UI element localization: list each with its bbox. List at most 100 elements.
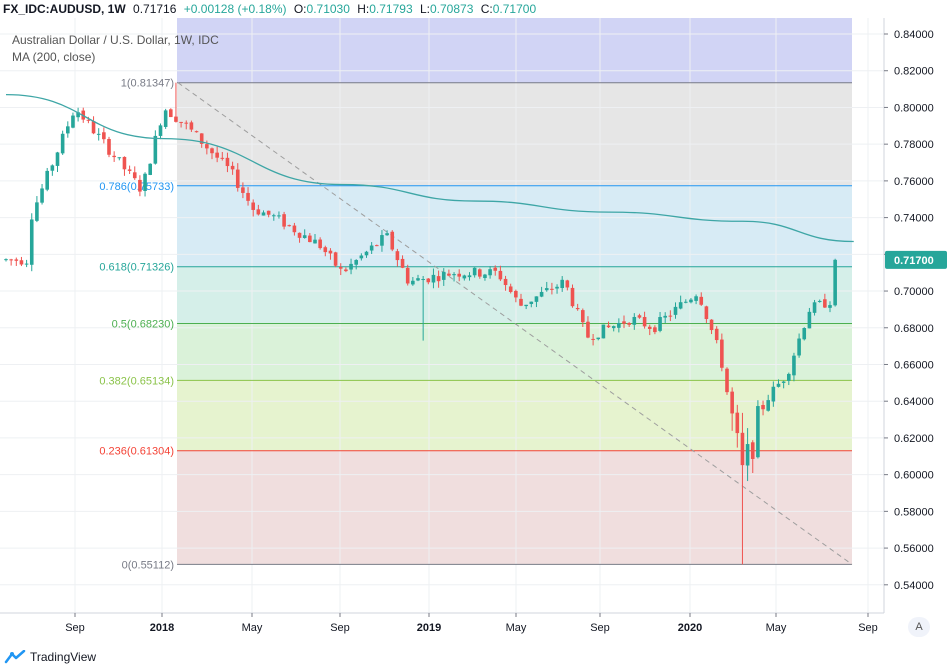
fib-label-0.382: 0.382(0.65134) xyxy=(99,375,174,387)
candle-body xyxy=(359,255,364,259)
candle-body xyxy=(354,260,358,265)
time-tick-label: May xyxy=(242,622,263,634)
last-price-label: 0.71700 xyxy=(894,255,934,267)
candle-body xyxy=(333,252,338,266)
candle-body xyxy=(35,202,39,221)
candle-body xyxy=(272,215,276,217)
time-tick-label: Sep xyxy=(65,622,85,634)
candle-body xyxy=(194,131,199,133)
candle-body xyxy=(132,172,137,179)
candle-body xyxy=(426,278,431,283)
price-tick-label: 0.64000 xyxy=(894,396,934,408)
candle-body xyxy=(508,286,513,292)
candle-body xyxy=(668,315,673,317)
price-tick-label: 0.60000 xyxy=(894,470,934,482)
candle-body xyxy=(756,406,760,458)
candle-body xyxy=(55,152,60,166)
candle-body xyxy=(205,144,209,149)
candle-body xyxy=(730,391,734,414)
time-tick-label: 2019 xyxy=(417,622,441,634)
price-chart[interactable]: 1(0.81347) 0.786(0.75733) 0.618(0.71326) 0.… xyxy=(0,18,950,640)
last-price: 0.71716 xyxy=(133,2,177,16)
candle-body xyxy=(122,156,127,170)
time-tick-label: Sep xyxy=(330,622,350,634)
candle-body xyxy=(369,245,374,251)
candle-body xyxy=(158,125,163,136)
candle-body xyxy=(86,119,91,121)
candle-body xyxy=(189,122,194,130)
candle-body xyxy=(71,115,75,128)
candle-body xyxy=(169,109,173,118)
candle-body xyxy=(405,267,410,284)
candle-body xyxy=(787,373,791,381)
candle-body xyxy=(385,233,389,236)
price-tick-label: 0.82000 xyxy=(894,66,934,78)
price-tick-label: 0.78000 xyxy=(894,139,934,151)
candle-body xyxy=(349,263,353,270)
candle-body xyxy=(287,225,292,227)
auto-scale-button[interactable]: A xyxy=(908,617,930,637)
fib-band-0.236 xyxy=(177,450,852,565)
price-change: +0.00128 (+0.18%) xyxy=(183,2,287,16)
price-tick-label: 0.54000 xyxy=(894,580,934,592)
candle-body xyxy=(524,304,528,307)
candle-body xyxy=(45,170,49,190)
candle-body xyxy=(483,274,487,279)
chart-title: Australian Dollar / U.S. Dollar, 1W, IDC xyxy=(12,33,219,47)
fib-band-0.382 xyxy=(177,380,852,451)
candle-body xyxy=(220,157,225,159)
candle-body xyxy=(570,287,575,307)
candle-body xyxy=(441,271,446,280)
price-tick-label: 0.62000 xyxy=(894,433,934,445)
tradingview-logo-icon xyxy=(4,650,26,664)
high-value: 0.71793 xyxy=(369,2,413,16)
fib-label-1: 1(0.81347) xyxy=(121,78,174,90)
indicator-label[interactable]: MA (200, close) xyxy=(12,50,96,64)
last-price-badge xyxy=(885,250,947,269)
price-tick-label: 0.56000 xyxy=(894,543,934,555)
candle-body xyxy=(792,355,796,376)
candle-body xyxy=(498,270,503,280)
candle-body xyxy=(684,301,688,303)
candle-body xyxy=(750,442,755,459)
candle-body xyxy=(416,278,420,281)
candle-body xyxy=(76,112,80,118)
candle-body xyxy=(40,188,44,203)
time-tick-label: 2018 xyxy=(150,622,174,634)
candle-body xyxy=(261,212,266,216)
candle-body xyxy=(606,325,611,328)
candle-body xyxy=(529,301,534,304)
candle-body xyxy=(91,121,96,134)
fib-band-1 xyxy=(177,82,852,186)
candle-body xyxy=(251,202,255,210)
candle-body xyxy=(565,280,570,288)
candle-body xyxy=(230,165,235,170)
candle-body xyxy=(627,322,631,325)
tradingview-brand[interactable]: TradingView xyxy=(4,650,96,664)
candle-body xyxy=(457,273,461,277)
low-value: 0.70873 xyxy=(430,2,474,16)
candle-body xyxy=(153,135,158,164)
candle-body xyxy=(771,386,776,402)
candle-body xyxy=(797,338,801,356)
candle-body xyxy=(735,412,740,434)
candle-body xyxy=(720,339,724,368)
symbol-name[interactable]: FX_IDC:AUDUSD, 1W xyxy=(3,2,126,16)
price-tick-label: 0.76000 xyxy=(894,176,934,188)
candle-body xyxy=(462,275,467,279)
candle-body xyxy=(143,173,147,191)
price-tick-label: 0.58000 xyxy=(894,506,934,518)
candle-body xyxy=(96,133,101,135)
candle-body xyxy=(199,133,204,144)
time-tick-label: Sep xyxy=(590,622,610,634)
fib-label-0.5: 0.5(0.68230) xyxy=(112,319,174,331)
candle-body xyxy=(709,319,714,331)
candle-body xyxy=(4,259,8,261)
candle-body xyxy=(241,187,245,193)
chart-legend: Australian Dollar / U.S. Dollar, 1W, IDC… xyxy=(12,32,219,66)
candle-body xyxy=(9,259,13,261)
candle-body xyxy=(50,165,55,171)
candle-body xyxy=(807,311,812,329)
candle-body xyxy=(179,121,183,123)
time-tick-label: 2020 xyxy=(678,622,702,634)
